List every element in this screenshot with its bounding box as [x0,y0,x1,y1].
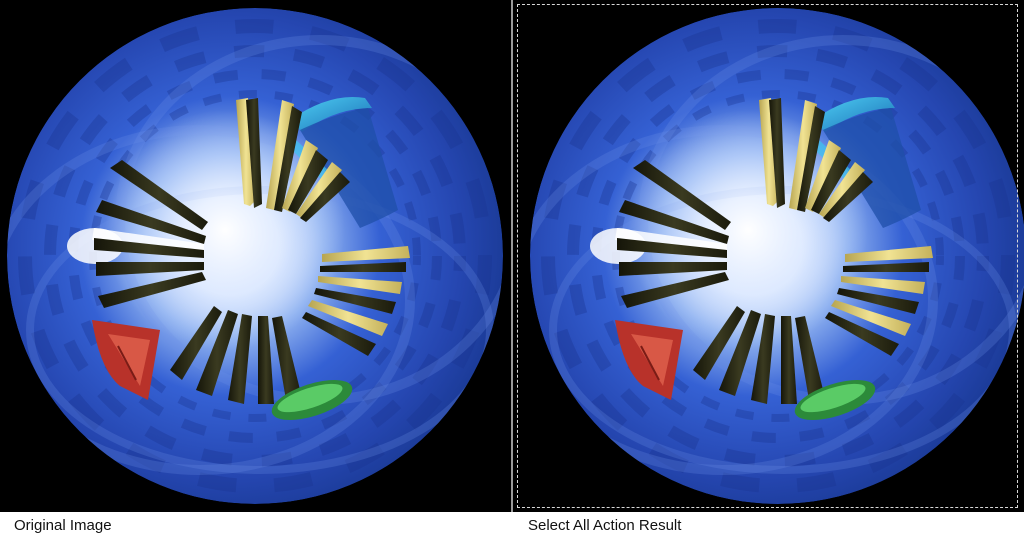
caption-original: Original Image [14,517,112,534]
original-tunnel-render [7,8,503,504]
original-image-panel [0,0,511,512]
result-tunnel-render [513,0,1024,512]
result-image-panel [513,0,1024,512]
caption-result: Select All Action Result [528,517,682,534]
panel-divider [511,0,513,512]
